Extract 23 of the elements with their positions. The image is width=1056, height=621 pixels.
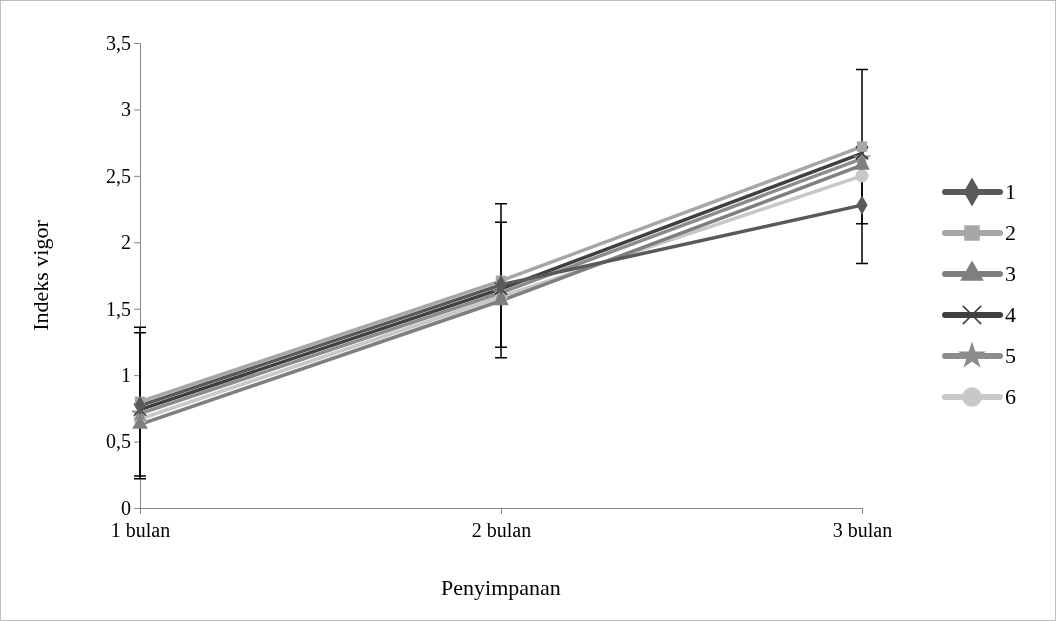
legend-label: 1 xyxy=(1005,179,1016,204)
y-tick-label: 2 xyxy=(121,231,131,254)
point xyxy=(855,169,869,183)
legend-label: 3 xyxy=(1005,261,1016,286)
x-tick-label: 1 bulan xyxy=(110,519,171,541)
y-tick-label: 0 xyxy=(121,496,131,519)
point xyxy=(856,141,868,152)
y-axis-title: Indeks vigor xyxy=(28,219,53,331)
x-axis-title: Penyimpanan xyxy=(441,575,561,600)
legend-label: 4 xyxy=(1005,302,1016,327)
y-tick-label: 2,5 xyxy=(106,164,131,187)
point xyxy=(494,281,508,296)
y-tick-label: 1,5 xyxy=(106,297,131,320)
legend-label: 2 xyxy=(1005,220,1016,245)
y-tick-label: 3,5 xyxy=(106,31,131,54)
point xyxy=(855,146,869,161)
x-tick-label: 2 bulan xyxy=(471,519,532,541)
legend-label: 6 xyxy=(1005,384,1016,409)
y-tick-label: 3 xyxy=(121,98,131,121)
legend-label: 5 xyxy=(1005,343,1016,368)
y-tick-label: 1 xyxy=(121,364,131,387)
y-tick-label: 0,5 xyxy=(106,430,131,453)
x-tick-label: 3 bulan xyxy=(832,519,893,541)
